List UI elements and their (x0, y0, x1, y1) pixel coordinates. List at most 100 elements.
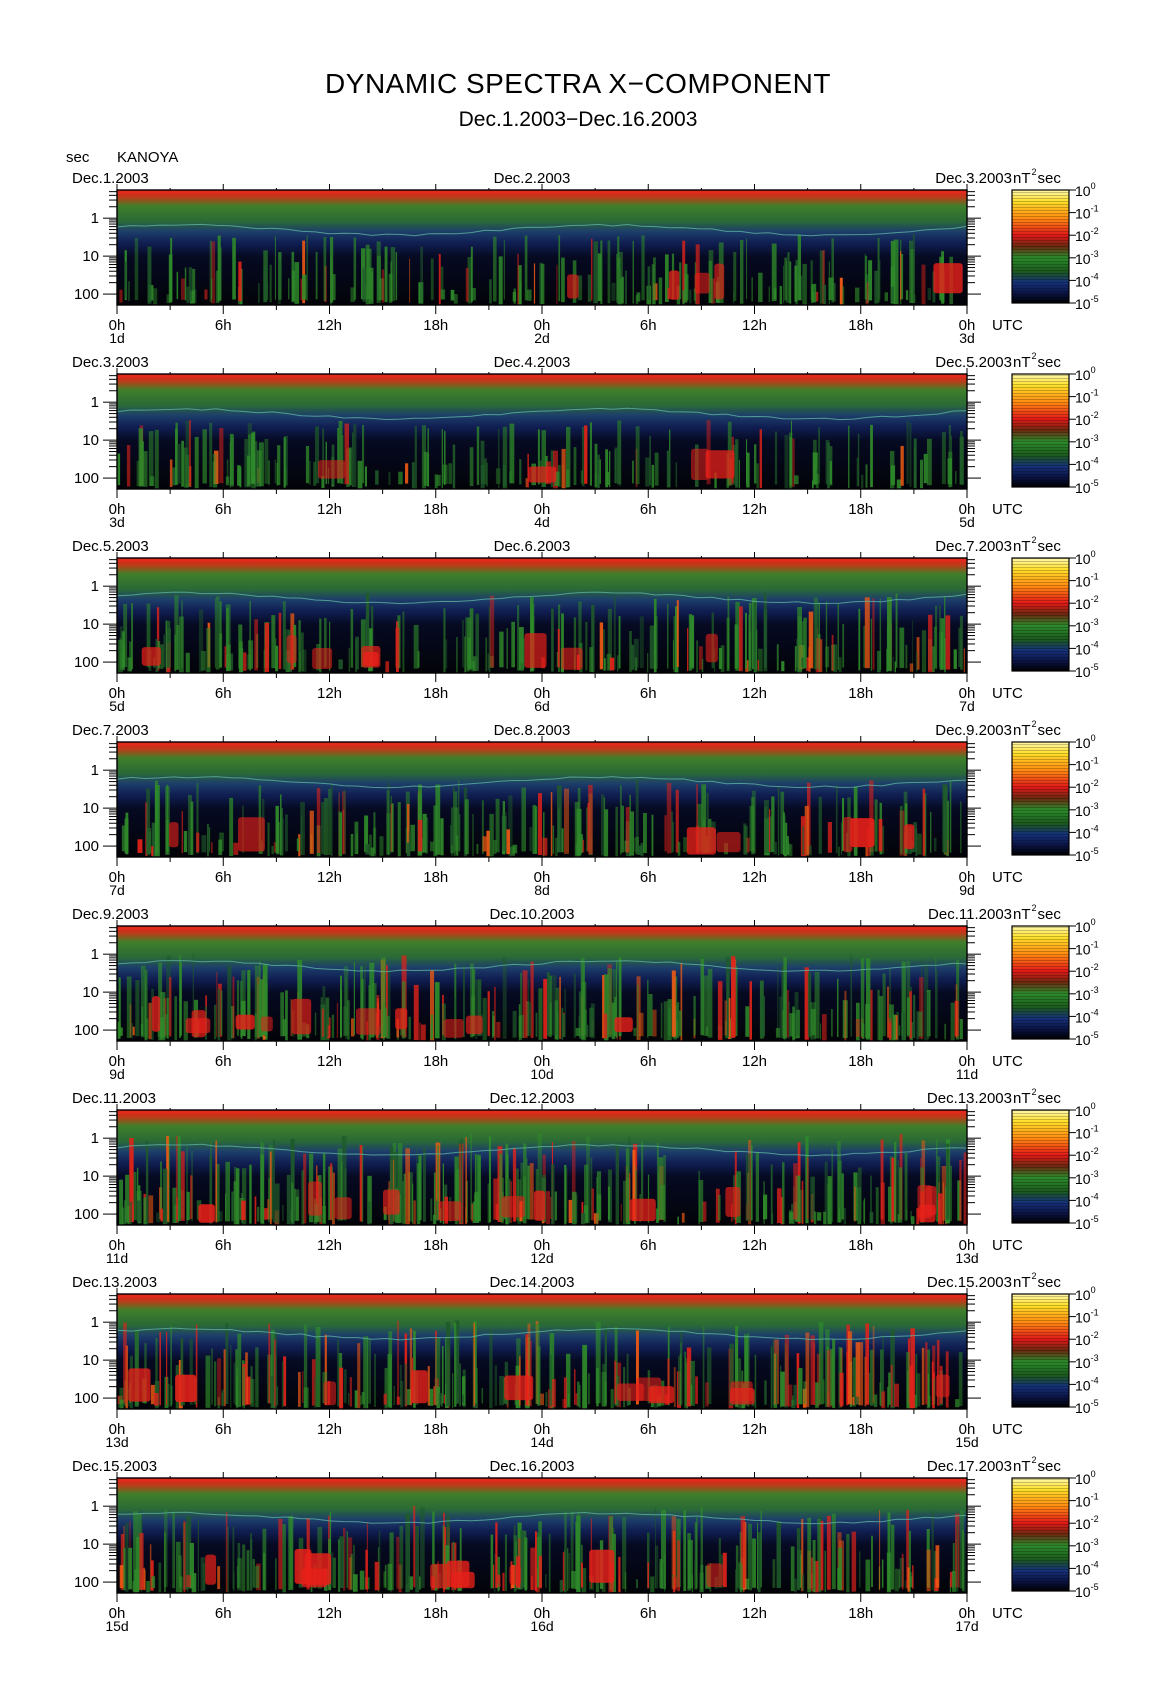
spectrogram-streak (488, 606, 491, 673)
spectrogram-streak (226, 607, 229, 670)
spectrogram-streak (788, 1384, 793, 1407)
spectrogram-streak (233, 246, 235, 300)
spectrogram-streak (594, 443, 598, 488)
spectrogram-streak (470, 246, 473, 303)
spectrogram-burst (561, 647, 583, 670)
spectrogram-streak (254, 1196, 257, 1224)
spectrogram-streak (432, 1511, 435, 1588)
spectrogram-streak (166, 619, 167, 672)
panel-end-date: Dec.9.2003 (935, 722, 1012, 739)
colorbar-unit-base: nT (1013, 1090, 1031, 1107)
spectrogram-streak (353, 1544, 355, 1593)
spectrogram-streak (793, 1384, 797, 1405)
spectrogram-streak (877, 238, 880, 303)
spectrogram-streak (757, 1522, 758, 1590)
panel-start-date: Dec.1.2003 (72, 170, 149, 187)
spectrogram-streak (168, 254, 173, 303)
spectrogram-activity (117, 592, 965, 673)
spectrogram-streak (675, 462, 678, 488)
spectrogram-streak (689, 289, 692, 304)
colorbar-unit: nT2sec (1013, 719, 1061, 739)
spectrogram-streak (303, 1324, 308, 1408)
x-tick-label: 6h (640, 501, 657, 518)
spectrogram-streak (775, 1027, 781, 1038)
spectrogram-streak (281, 807, 283, 856)
spectrogram-burst (235, 1014, 255, 1030)
spectrogram-streak (225, 476, 230, 486)
colorbar-tick-base: 10 (1075, 1009, 1091, 1025)
colorbar-tick-label: 10-5 (1075, 294, 1099, 312)
spectrogram-streak (146, 1581, 150, 1593)
spectrogram-streak (488, 1136, 491, 1222)
spectrogram-streak (121, 825, 127, 852)
spectrogram-streak (350, 834, 354, 857)
x-tick-label: 0h (109, 1237, 126, 1254)
spectrogram-streak (315, 251, 318, 300)
spectrogram-streak (450, 807, 455, 854)
spectrogram-burst (175, 1374, 197, 1402)
colorbar-tick-exp: -4 (1091, 455, 1099, 465)
spectrogram-streak (916, 637, 920, 670)
spectrogram-streak (487, 653, 490, 671)
spectrogram-streak (395, 627, 400, 668)
spectrogram-streak (915, 651, 918, 672)
panel-end-date: Dec.5.2003 (935, 354, 1012, 371)
spectrogram-streak (459, 1363, 461, 1407)
colorbar-tick-exp: -3 (1091, 1537, 1099, 1547)
spectrogram-streak (155, 1338, 158, 1409)
spectrogram-streak (239, 980, 243, 1038)
spectrogram-streak (518, 1538, 521, 1588)
spectrogram-streak (191, 1150, 193, 1222)
spectrogram-streak (413, 624, 419, 669)
spectrogram-streak (921, 630, 927, 673)
spectrogram-streak (489, 813, 494, 857)
x-tick-label: 12h (317, 1421, 342, 1438)
spectrogram-streak (272, 1139, 275, 1223)
spectrogram-streak (343, 1006, 348, 1037)
spectrogram-streak (949, 780, 952, 853)
spectrogram-streak (520, 1014, 525, 1038)
spectrogram-streak (870, 424, 873, 488)
spectrogram-streak (339, 812, 342, 857)
spectrogram-streak (467, 257, 472, 304)
spectrogram-streak (309, 460, 311, 485)
spectrogram-streak (179, 616, 184, 673)
spectrogram-streak (758, 272, 763, 303)
spectrogram-streak (656, 1142, 659, 1222)
spectrogram-streak (748, 631, 752, 668)
x-tick-label: 0h (534, 1237, 551, 1254)
spectrogram-streak (647, 979, 649, 1038)
spectrogram-streak (799, 1189, 804, 1223)
spectrogram-streak (337, 1339, 340, 1407)
spectrogram-streak (117, 639, 123, 673)
colorbar-tick-exp: -2 (1091, 594, 1099, 604)
spectrogram-streak (231, 1191, 234, 1222)
spectrogram-streak (200, 651, 206, 671)
spectrogram-streak (894, 661, 896, 673)
spectrogram-burst (725, 1187, 741, 1217)
colorbar-tick-label: 10-2 (1075, 1514, 1099, 1532)
spectrogram-streak (938, 1193, 943, 1225)
spectrogram-streak (760, 996, 765, 1037)
spectrogram-streak (687, 628, 689, 672)
spectrogram-streak (169, 977, 172, 1037)
spectrogram-streak (582, 426, 585, 487)
spectrogram-streak (329, 1552, 334, 1588)
spectrogram-burst (636, 1377, 662, 1401)
spectrogram-streak (635, 779, 639, 852)
colorbar-tick-base: 10 (1075, 1193, 1091, 1209)
spectrogram-streak (838, 1356, 841, 1409)
spectrogram-streak (782, 1162, 785, 1225)
spectrogram-streak (235, 1377, 238, 1408)
spectrogram-streak (247, 970, 251, 1039)
spectrogram-burst (694, 272, 710, 294)
spectrogram-streak (942, 1182, 945, 1225)
spectrogram-streak (818, 796, 822, 854)
spectrogram-streak (728, 998, 731, 1040)
y-tick-label: 100 (74, 1390, 99, 1407)
spectrogram-streak (705, 1382, 709, 1407)
spectrogram-streak (216, 972, 218, 1037)
spectrogram-streak (722, 1552, 727, 1588)
spectrogram-streak (854, 1187, 856, 1222)
y-tick-label: 1 (91, 394, 99, 411)
